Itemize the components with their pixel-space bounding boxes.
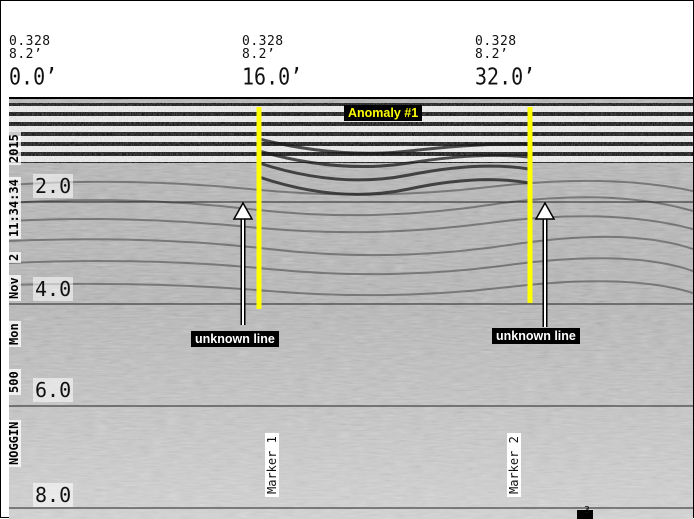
anomaly-label: Anomaly #1 — [344, 105, 423, 121]
side-label-day: 2 — [7, 251, 21, 263]
header-mark-value: 0.328 — [475, 34, 517, 49]
marker-label-2: Marker 2 — [507, 433, 521, 497]
header-mark-16ft: 0.328 8.2’ 16.0’ — [242, 34, 303, 91]
header-mark-start: 0.328 8.2’ 0.0’ — [9, 34, 58, 91]
header-mark-value: 8.2’ — [475, 47, 509, 62]
side-label-device: NOGGIN — [7, 419, 21, 467]
header-distance-label: 16.0’ — [242, 62, 303, 91]
unknown-line-label-left: unknown line — [191, 331, 279, 347]
arrow-up-icon — [534, 201, 556, 327]
side-label-weekday: Mon — [7, 321, 21, 347]
marker-label-1: Marker 1 — [265, 433, 279, 497]
side-label-month: Nov — [7, 275, 21, 301]
header-mark-value: 0.328 — [242, 34, 284, 49]
header-distance-label: 32.0’ — [475, 62, 536, 91]
subsurface-reflections — [9, 179, 693, 297]
side-label-year: 2015 — [7, 132, 21, 165]
depth-tick-label: 6.0 — [33, 378, 74, 402]
depth-gridlines — [9, 201, 693, 509]
header-mark-value: 0.328 — [9, 34, 51, 49]
depth-tick-label: 4.0 — [33, 277, 74, 301]
arrow-up-icon — [232, 201, 254, 325]
side-label-frequency: 500 — [7, 369, 21, 395]
header-distance-label: 0.0’ — [9, 62, 58, 91]
header-mark-value: 8.2’ — [242, 47, 276, 62]
radargram-canvas — [9, 99, 693, 519]
radargram-image — [9, 97, 693, 519]
anomaly-reflections — [258, 137, 530, 196]
footer-mark-box — [577, 510, 593, 519]
unknown-line-label-right: unknown line — [492, 328, 580, 344]
depth-tick-label: 8.0 — [33, 483, 74, 507]
side-label-time: 11:34:34 — [7, 177, 21, 239]
footer-mark: 3 — [584, 505, 591, 516]
depth-fade — [9, 299, 693, 519]
header-mark-value: 8.2’ — [9, 47, 43, 62]
depth-tick-label: 2.0 — [33, 174, 74, 198]
header-mark-32ft: 0.328 8.2’ 32.0’ — [475, 34, 536, 91]
